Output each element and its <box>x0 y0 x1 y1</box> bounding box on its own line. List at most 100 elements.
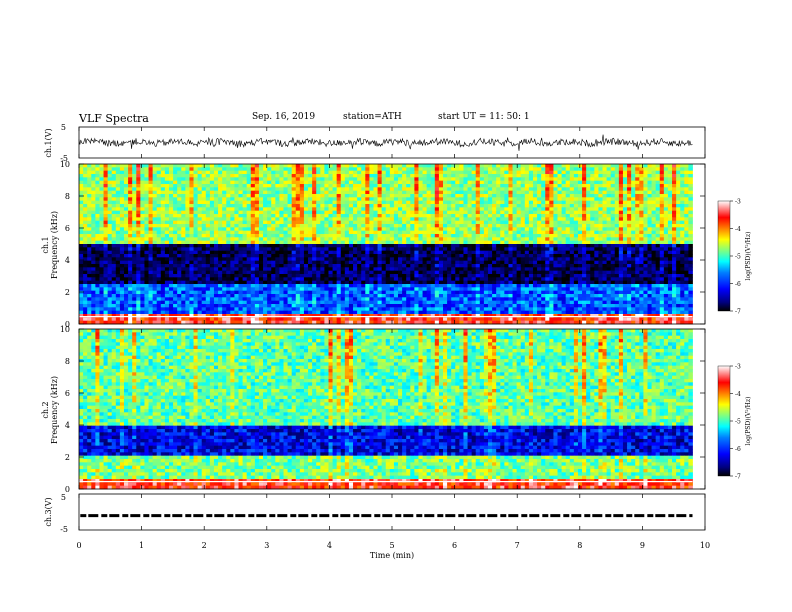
spectrogram-cell <box>631 204 636 208</box>
spectrogram-cell <box>537 217 542 222</box>
spectrogram-cell <box>230 227 235 232</box>
spectrogram-cell <box>402 234 407 238</box>
spectrogram-cell <box>553 257 558 262</box>
spectrogram-cell <box>123 217 129 222</box>
spectrogram-cell <box>95 204 100 208</box>
spectrogram-cell <box>426 227 432 232</box>
spectrogram-cell <box>553 254 558 258</box>
spectrogram-cell <box>222 214 227 218</box>
spectrogram-cell <box>406 204 411 208</box>
spectrogram-cell <box>430 214 436 218</box>
spectrogram-cell <box>348 250 354 255</box>
spectrogram-cell <box>688 170 693 175</box>
spectrogram-cell <box>295 164 301 168</box>
spectrogram-cell <box>107 270 113 275</box>
spectrogram-cell <box>406 164 411 168</box>
spectrogram-cell <box>545 220 550 225</box>
spectrogram-cell <box>492 190 497 195</box>
spectrogram-cell <box>173 200 178 205</box>
spectrogram-cell <box>164 207 170 212</box>
spectrogram-cell <box>459 257 464 262</box>
spectrogram-cell <box>111 167 117 172</box>
spectrogram-cell <box>532 167 538 172</box>
spectrogram-cell <box>348 200 354 205</box>
spectrogram-cell <box>213 254 219 258</box>
spectrogram-cell <box>361 247 366 252</box>
spectrogram-cell <box>238 264 243 268</box>
spectrogram-cell <box>393 247 399 252</box>
spectrogram-cell <box>111 170 117 175</box>
spectrogram-cell <box>185 274 190 278</box>
spectrogram-cell <box>594 167 599 172</box>
spectrogram-cell <box>688 270 693 275</box>
spectrogram-cell <box>267 187 272 192</box>
spectrogram-cell <box>508 230 513 235</box>
spectrogram-cell <box>569 257 575 262</box>
spectrogram-cell <box>647 214 652 218</box>
spectrogram-cell <box>590 194 595 198</box>
spectrogram-cell <box>475 197 481 202</box>
spectrogram-cell <box>471 230 477 235</box>
spectrogram-cell <box>545 190 550 195</box>
spectrogram-cell <box>663 214 669 218</box>
spectrogram-cell <box>610 177 616 182</box>
spectrogram-cell <box>614 190 620 195</box>
spectrogram-cell <box>406 250 411 255</box>
spectrogram-cell <box>91 210 96 215</box>
spectrogram-cell <box>189 250 194 255</box>
spectrogram-cell <box>230 267 235 272</box>
spectrogram-cell <box>516 237 522 242</box>
spectrogram-cell <box>299 184 305 188</box>
spectrogram-cell <box>324 194 329 198</box>
spectrogram-cell <box>487 197 493 202</box>
spectrogram-cell <box>447 207 452 212</box>
spectrogram-cell <box>684 164 689 168</box>
spectrogram-cell <box>320 190 325 195</box>
spectrogram-cell <box>246 187 252 192</box>
spectrogram-cell <box>647 250 652 255</box>
spectrogram-cell <box>99 207 104 212</box>
spectrogram-cell <box>647 187 652 192</box>
spectrogram-cell <box>434 254 440 258</box>
spectrogram-cell <box>213 180 219 185</box>
spectrogram-cell <box>173 254 178 258</box>
spectrogram-cell <box>635 260 640 265</box>
spectrogram-cell <box>418 260 423 265</box>
spectrogram-cell <box>447 197 452 202</box>
spectrogram-cell <box>340 170 346 175</box>
spectrogram-cell <box>152 260 158 265</box>
spectrogram-cell <box>140 254 145 258</box>
spectrogram-cell <box>189 264 194 268</box>
spectrogram-cell <box>520 264 526 268</box>
spectrogram-cell <box>647 200 652 205</box>
spectrogram-cell <box>132 164 137 168</box>
spectrogram-cell <box>79 217 84 222</box>
spectrogram-cell <box>91 177 96 182</box>
spectrogram-cell <box>422 177 428 182</box>
spectrogram-cell <box>598 237 603 242</box>
spectrogram-cell <box>443 254 448 258</box>
spectrogram-cell <box>189 204 194 208</box>
spectrogram-cell <box>594 230 599 235</box>
spectrogram-cell <box>398 187 403 192</box>
spectrogram-cell <box>651 214 657 218</box>
spectrogram-cell <box>541 190 546 195</box>
spectrogram-cell <box>156 230 162 235</box>
spectrogram-cell <box>672 260 677 265</box>
spectrogram-cell <box>676 184 681 188</box>
spectrogram-cell <box>389 204 395 208</box>
spectrogram-cell <box>520 217 526 222</box>
spectrogram-cell <box>500 227 505 232</box>
spectrogram-cell <box>610 184 616 188</box>
spectrogram-cell <box>418 197 423 202</box>
spectrogram-cell <box>479 244 485 248</box>
spectrogram-cell <box>549 180 554 185</box>
spectrogram-cell <box>148 250 154 255</box>
spectrogram-cell <box>87 164 92 168</box>
spectrogram-cell <box>496 164 501 168</box>
spectrogram-cell <box>631 177 636 182</box>
spectrogram-cell <box>197 244 203 248</box>
spectrogram-cell <box>275 227 280 232</box>
spectrogram-cell <box>344 170 350 175</box>
spectrogram-cell <box>291 267 297 272</box>
